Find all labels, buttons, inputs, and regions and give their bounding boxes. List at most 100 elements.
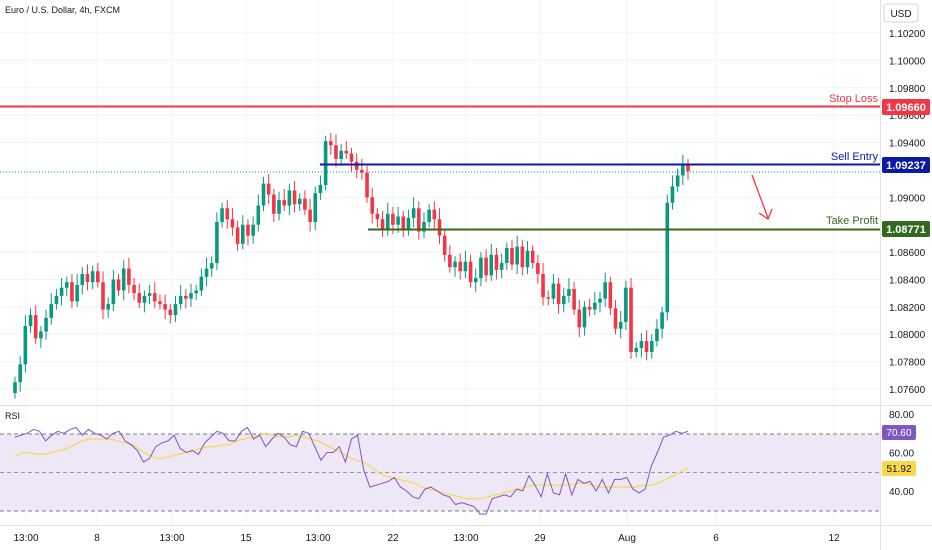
time-axis-label: 13:00 — [13, 533, 38, 544]
candle-body — [360, 169, 364, 173]
candle-body — [593, 302, 597, 310]
candle-body — [111, 279, 116, 305]
candle-body — [406, 217, 411, 231]
candle-body — [323, 141, 328, 185]
currency-box[interactable] — [883, 3, 919, 23]
candle-body — [541, 273, 545, 298]
price-tick-label: 1.10200 — [889, 29, 926, 40]
candle-body — [303, 198, 307, 210]
candle-body — [194, 290, 198, 294]
candle-body — [567, 289, 571, 296]
candle-body — [328, 141, 333, 146]
candle-body — [484, 257, 488, 276]
time-axis-label: Aug — [618, 533, 636, 544]
rsi-pane[interactable]: RSI — [0, 405, 932, 515]
candle-body — [230, 219, 235, 228]
candle-body — [64, 282, 69, 288]
time-axis[interactable]: 13:00 8 13:00 15 13:00 22 13:00 29 Aug 6 12 — [13, 533, 840, 544]
candle-body — [489, 254, 494, 276]
time-axis-label: 13:00 — [305, 533, 330, 544]
candle-body — [277, 200, 281, 214]
candle-body — [39, 331, 43, 339]
candle-body — [235, 227, 240, 244]
candle-body — [515, 246, 519, 265]
candle-body — [152, 293, 157, 302]
candle-body — [479, 257, 483, 279]
candle-body — [246, 224, 250, 236]
candle-body — [287, 190, 292, 206]
candle-body — [266, 183, 271, 195]
price-axis[interactable]: USD 1.102001.100001.098001.096001.094001… — [880, 0, 931, 550]
chart-title: Euro / U.S. Dollar, 4h, FXCM — [5, 5, 120, 15]
candle-body — [670, 186, 675, 203]
candle-body — [494, 254, 499, 270]
candle-body — [577, 309, 582, 328]
candle-body — [121, 268, 126, 291]
time-axis-label: 22 — [387, 533, 399, 544]
candle-body — [215, 221, 219, 264]
candle-body — [18, 364, 22, 383]
time-axis-label: 13:00 — [159, 533, 184, 544]
price-tick-label: 1.10000 — [889, 56, 926, 67]
price-tick-label: 1.07800 — [889, 358, 926, 369]
candle-body — [675, 175, 680, 187]
candle-body — [613, 308, 618, 329]
candle-body — [147, 293, 152, 296]
candle-body — [396, 216, 400, 225]
candle-body — [499, 263, 504, 270]
candle-body — [132, 284, 136, 294]
candle-body — [473, 278, 478, 283]
rsi-line — [14, 426, 689, 515]
candle-body — [173, 304, 178, 316]
candle-body — [391, 213, 395, 225]
candle-body — [639, 341, 644, 348]
candle-body — [375, 213, 380, 220]
price-ticks: 1.10200 1.10000 1.09800 1.09600 1.09400 1.090… — [889, 29, 926, 396]
candle-body — [649, 341, 654, 353]
candle-body — [551, 283, 556, 299]
down-arrow-icon[interactable] — [751, 174, 773, 220]
candle-body — [204, 268, 209, 277]
candle-body — [44, 317, 48, 332]
take-profit-price-tag — [882, 221, 930, 237]
candle-body — [458, 261, 463, 272]
candle-body — [127, 268, 131, 285]
candle-body — [505, 247, 509, 264]
candle-body — [339, 150, 343, 159]
candle-body — [427, 209, 431, 222]
candle-body — [349, 153, 354, 162]
price-tick-label: 1.09800 — [889, 84, 926, 95]
time-axis-label: 6 — [713, 533, 719, 544]
price-tick-label: 1.09400 — [889, 139, 926, 150]
candle-body — [49, 304, 54, 318]
candle-body — [686, 164, 690, 172]
candle-body — [629, 287, 633, 353]
time-axis-label: 29 — [534, 533, 546, 544]
candle-body — [422, 221, 426, 232]
rsi-value: 70.60 — [886, 428, 911, 439]
candle-body — [644, 341, 649, 353]
candle-body — [510, 247, 514, 265]
candle-body — [297, 198, 302, 205]
candle-body — [178, 295, 183, 305]
candle-body — [401, 216, 406, 231]
grid — [0, 0, 880, 525]
candle-body — [530, 250, 535, 264]
rsi-ma-value-tag — [882, 461, 916, 476]
price-tick-label: 1.08400 — [889, 275, 926, 286]
time-axis-label: 15 — [240, 533, 252, 544]
candle-body — [261, 183, 266, 206]
rsi-tick-label: 80.00 — [889, 410, 914, 421]
candle-body — [582, 306, 587, 328]
candle-body — [142, 295, 147, 303]
candle-body — [158, 301, 162, 305]
candle-body — [199, 276, 204, 291]
candlestick-series — [13, 132, 690, 399]
candle-body — [308, 209, 312, 222]
time-axis-label: 13:00 — [453, 533, 478, 544]
candle-body — [385, 213, 390, 231]
candle-body — [561, 295, 566, 305]
candle-body — [256, 205, 261, 225]
candle-body — [442, 235, 447, 255]
